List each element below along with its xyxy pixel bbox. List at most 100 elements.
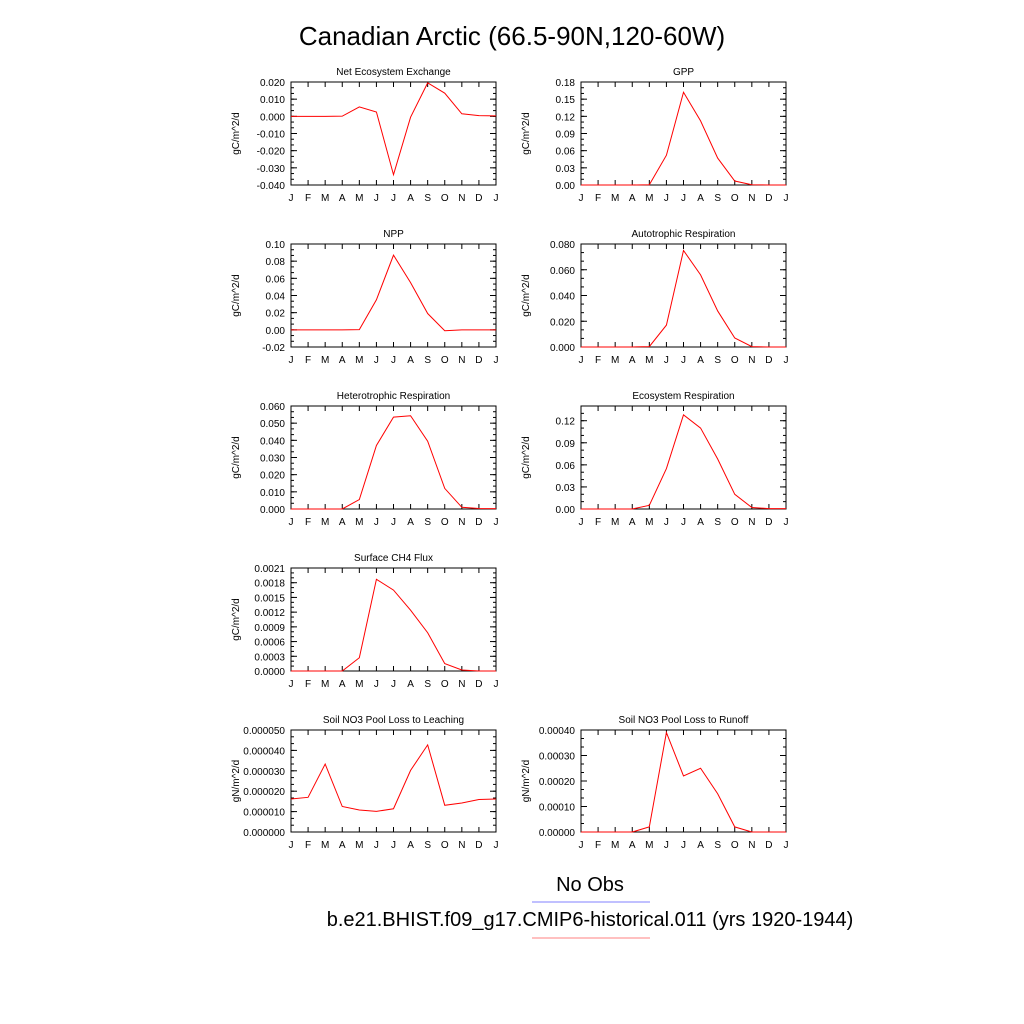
x-tick-label: J bbox=[374, 840, 379, 851]
y-tick-label: 0.000010 bbox=[243, 808, 285, 819]
x-tick-label: M bbox=[611, 517, 619, 528]
x-tick-label: M bbox=[645, 517, 653, 528]
x-tick-label: J bbox=[784, 355, 789, 366]
x-tick-label: M bbox=[611, 840, 619, 851]
x-tick-label: A bbox=[629, 840, 636, 851]
y-tick-label: 0.0015 bbox=[254, 593, 285, 604]
y-tick-label: 0.040 bbox=[260, 436, 285, 447]
y-tick-label: 0.04 bbox=[266, 292, 286, 303]
x-tick-label: O bbox=[731, 355, 739, 366]
legend-label-obs: No Obs bbox=[556, 874, 624, 896]
y-tick-label: 0.00010 bbox=[539, 803, 576, 814]
x-tick-label: A bbox=[339, 840, 346, 851]
y-tick-label: 0.080 bbox=[550, 240, 575, 251]
series-line bbox=[290, 743, 497, 812]
y-tick-label: 0.000020 bbox=[243, 787, 285, 798]
y-tick-label: 0.0003 bbox=[254, 652, 285, 663]
x-tick-label: A bbox=[407, 355, 414, 366]
y-tick-label: 0.00000 bbox=[539, 828, 576, 839]
x-tick-label: M bbox=[355, 840, 363, 851]
x-tick-label: D bbox=[765, 840, 772, 851]
x-tick-label: S bbox=[424, 193, 431, 204]
x-tick-label: M bbox=[321, 840, 329, 851]
plot-frame bbox=[580, 243, 787, 348]
x-tick-label: S bbox=[714, 840, 721, 851]
y-tick-label: 0.040 bbox=[550, 292, 575, 303]
x-tick-label: S bbox=[714, 193, 721, 204]
legend-label-model: b.e21.BHIST.f09_g17.CMIP6-historical.011… bbox=[327, 909, 854, 931]
y-tick-label: 0.02 bbox=[266, 309, 286, 320]
y-tick-label: 0.020 bbox=[260, 78, 285, 89]
y-axis-label: gC/m^2/d bbox=[231, 436, 242, 479]
y-tick-label: 0.060 bbox=[550, 266, 575, 277]
x-tick-label: J bbox=[579, 355, 584, 366]
x-tick-label: F bbox=[595, 193, 601, 204]
y-tick-label: 0.000030 bbox=[243, 767, 285, 778]
x-tick-label: O bbox=[441, 355, 449, 366]
x-tick-label: N bbox=[748, 193, 755, 204]
y-tick-label: 0.030 bbox=[260, 454, 285, 465]
x-tick-label: J bbox=[579, 840, 584, 851]
x-tick-label: J bbox=[784, 517, 789, 528]
panel-title: Net Ecosystem Exchange bbox=[336, 67, 451, 78]
x-tick-label: F bbox=[595, 355, 601, 366]
figure-title: Canadian Arctic (66.5-90N,120-60W) bbox=[299, 21, 725, 51]
x-tick-label: J bbox=[664, 355, 669, 366]
y-tick-label: 0.020 bbox=[550, 317, 575, 328]
y-axis-label: gC/m^2/d bbox=[521, 274, 532, 317]
plot-frame bbox=[580, 81, 787, 186]
plot-frame bbox=[290, 567, 497, 672]
x-tick-label: D bbox=[475, 840, 482, 851]
x-tick-label: D bbox=[475, 679, 482, 690]
plot-frame bbox=[290, 729, 497, 833]
x-tick-label: J bbox=[289, 679, 294, 690]
x-tick-label: J bbox=[494, 193, 499, 204]
x-tick-label: A bbox=[339, 355, 346, 366]
y-tick-label: -0.030 bbox=[257, 164, 286, 175]
y-tick-label: 0.010 bbox=[260, 95, 285, 106]
panel-title: GPP bbox=[673, 67, 694, 78]
x-tick-label: O bbox=[731, 517, 739, 528]
series-line bbox=[581, 730, 786, 833]
panel-title: Ecosystem Respiration bbox=[632, 391, 734, 402]
y-tick-label: 0.0021 bbox=[254, 564, 285, 575]
series-line bbox=[581, 413, 786, 510]
y-tick-label: 0.0012 bbox=[254, 608, 285, 619]
x-tick-label: J bbox=[391, 355, 396, 366]
x-tick-label: D bbox=[765, 517, 772, 528]
x-tick-label: A bbox=[407, 193, 414, 204]
x-tick-label: D bbox=[475, 193, 482, 204]
x-tick-label: J bbox=[374, 517, 379, 528]
x-tick-label: O bbox=[441, 193, 449, 204]
y-tick-label: 0.00 bbox=[556, 181, 576, 192]
x-tick-label: D bbox=[765, 193, 772, 204]
plot-frame bbox=[580, 405, 787, 510]
y-tick-label: 0.0018 bbox=[254, 579, 285, 590]
x-tick-label: F bbox=[595, 840, 601, 851]
x-tick-label: A bbox=[697, 355, 704, 366]
x-tick-label: M bbox=[321, 679, 329, 690]
plot-frame bbox=[290, 243, 497, 348]
x-tick-label: A bbox=[339, 193, 346, 204]
legend: No Obs b.e21.BHIST.f09_g17.CMIP6-histori… bbox=[327, 874, 854, 939]
x-tick-label: J bbox=[664, 517, 669, 528]
x-tick-label: J bbox=[681, 193, 686, 204]
series-line bbox=[581, 249, 786, 348]
panel-title: Autotrophic Respiration bbox=[632, 229, 736, 240]
x-tick-label: J bbox=[494, 840, 499, 851]
x-tick-label: S bbox=[424, 517, 431, 528]
x-tick-label: J bbox=[289, 193, 294, 204]
y-axis-label: gN/m^2/d bbox=[231, 760, 242, 803]
x-tick-label: J bbox=[289, 517, 294, 528]
x-tick-label: F bbox=[305, 517, 311, 528]
y-tick-label: 0.12 bbox=[556, 112, 576, 123]
x-tick-label: J bbox=[289, 355, 294, 366]
y-tick-label: 0.15 bbox=[556, 95, 576, 106]
x-tick-label: N bbox=[748, 840, 755, 851]
panel-title: Surface CH4 Flux bbox=[354, 553, 433, 564]
x-tick-label: M bbox=[321, 355, 329, 366]
x-tick-label: M bbox=[355, 355, 363, 366]
